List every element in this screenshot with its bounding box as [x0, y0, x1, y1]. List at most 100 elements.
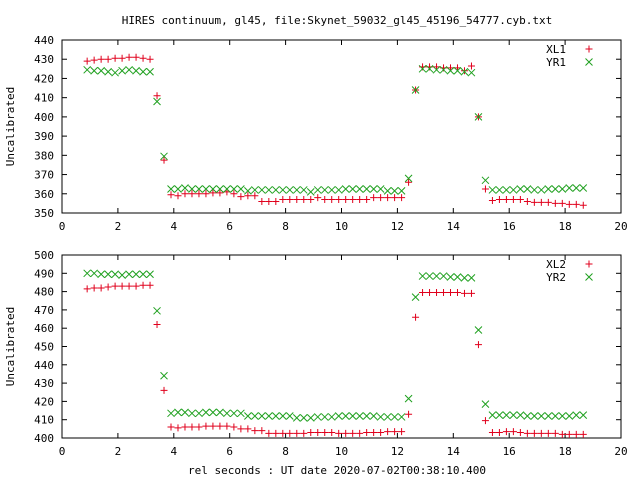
data-point	[551, 185, 560, 193]
y-axis-label: Uncalibrated	[4, 87, 17, 166]
data-point	[146, 55, 154, 63]
data-point	[279, 196, 287, 204]
data-point	[272, 197, 280, 205]
data-point	[83, 57, 91, 65]
data-point	[307, 196, 315, 204]
x-tick-label: 14	[447, 445, 461, 458]
x-tick-label: 0	[59, 445, 66, 458]
data-point	[223, 422, 231, 430]
data-point	[558, 430, 566, 438]
data-point	[97, 55, 105, 63]
data-point	[160, 152, 168, 161]
data-point	[306, 188, 315, 196]
y-tick-label: 350	[34, 207, 54, 220]
data-point	[230, 185, 238, 193]
data-point	[404, 174, 413, 183]
data-point	[488, 197, 496, 205]
data-point	[363, 429, 371, 437]
data-point	[279, 429, 287, 437]
data-point	[293, 429, 301, 437]
data-point	[97, 66, 105, 75]
data-point	[167, 185, 175, 193]
data-point	[544, 429, 552, 437]
data-point	[328, 196, 336, 204]
data-point	[460, 289, 468, 297]
data-point	[111, 270, 119, 279]
data-point	[286, 196, 294, 204]
data-point	[223, 185, 231, 193]
data-point	[237, 185, 245, 193]
y-tick-label: 470	[34, 304, 54, 317]
data-point	[384, 428, 392, 436]
data-point	[565, 184, 574, 192]
data-point	[369, 185, 378, 193]
data-point	[90, 269, 98, 278]
data-point	[265, 429, 273, 437]
data-point	[104, 67, 112, 76]
data-point	[132, 66, 140, 75]
data-point	[398, 428, 406, 436]
data-point	[153, 97, 161, 106]
data-point	[167, 191, 175, 199]
legend-label: YR2	[546, 271, 566, 284]
data-point	[405, 178, 413, 186]
data-point	[447, 289, 455, 297]
data-point	[209, 422, 217, 430]
data-point	[181, 408, 189, 417]
legend-marker	[585, 58, 593, 66]
data-point	[83, 285, 91, 293]
data-point	[118, 271, 126, 279]
data-point	[139, 270, 147, 279]
data-point	[523, 197, 531, 205]
data-point	[370, 194, 378, 202]
data-point	[397, 413, 406, 421]
data-point	[349, 196, 357, 204]
data-point	[132, 270, 140, 279]
data-point	[551, 199, 559, 207]
x-tick-label: 6	[226, 445, 233, 458]
data-point	[481, 176, 490, 185]
data-point	[299, 414, 308, 422]
data-point	[523, 429, 531, 437]
data-point	[390, 413, 399, 421]
data-point	[125, 65, 133, 74]
data-point	[314, 194, 322, 202]
y-tick-label: 430	[34, 53, 54, 66]
legend-marker	[585, 260, 593, 268]
data-point	[551, 429, 559, 437]
legend-marker	[585, 45, 593, 53]
data-point	[334, 412, 343, 420]
data-point	[153, 321, 161, 329]
data-point	[356, 196, 364, 204]
x-axis-label: rel seconds : UT date 2020-07-02T00:38:1…	[188, 464, 486, 477]
data-point	[230, 409, 238, 418]
data-point	[495, 196, 503, 204]
data-point	[544, 198, 552, 206]
data-point	[299, 186, 308, 194]
data-point	[264, 186, 273, 194]
x-tick-label: 6	[226, 220, 233, 233]
data-point	[271, 186, 280, 194]
data-point	[181, 423, 189, 431]
data-point	[118, 66, 126, 75]
data-point	[292, 186, 301, 194]
data-point	[125, 53, 133, 61]
data-point	[258, 197, 266, 205]
data-point	[97, 270, 105, 279]
data-point	[265, 197, 273, 205]
x-tick-label: 12	[391, 220, 404, 233]
data-point	[433, 289, 441, 297]
data-point	[439, 272, 448, 280]
data-point	[306, 414, 315, 422]
data-point	[160, 371, 168, 380]
data-point	[244, 187, 252, 195]
data-point	[572, 184, 581, 192]
x-tick-label: 4	[170, 220, 177, 233]
data-point	[167, 423, 175, 431]
data-point	[146, 67, 154, 76]
data-point	[418, 64, 427, 73]
data-point	[432, 65, 441, 74]
data-point	[321, 196, 329, 204]
data-point	[537, 412, 546, 420]
data-point	[104, 270, 112, 279]
